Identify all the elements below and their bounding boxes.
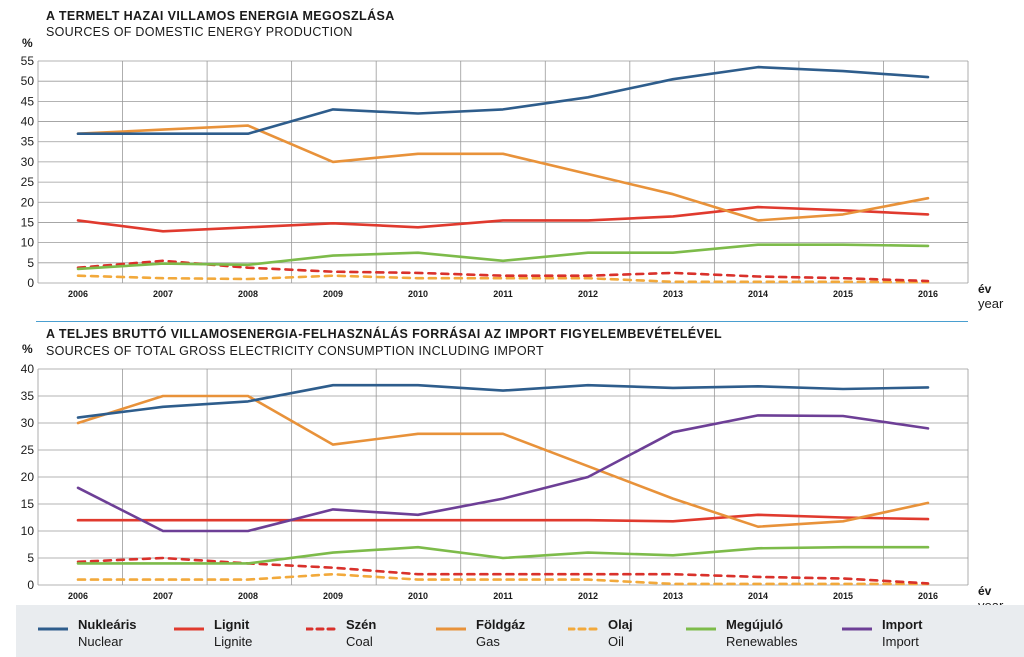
legend-swatch-gas — [434, 620, 468, 631]
legend-label-gas: Földgáz — [476, 617, 526, 632]
chart2-xtick-2014: 2014 — [748, 591, 768, 601]
chart2-ytick-0: 0 — [27, 578, 34, 592]
chart1-xtick-2006: 2006 — [68, 289, 88, 299]
chart1-ytick-0: 0 — [27, 276, 34, 290]
chart1-ytick-50: 50 — [21, 74, 35, 88]
chart1-xtick-2012: 2012 — [578, 289, 598, 299]
legend-swatch-coal — [304, 620, 338, 631]
chart1-ytick-5: 5 — [27, 256, 34, 270]
chart2-title: A TELJES BRUTTÓ VILLAMOSENERGIA-FELHASZN… — [46, 327, 723, 341]
legend-swatch-renewables — [684, 620, 718, 631]
chart1-ytick-10: 10 — [21, 236, 35, 250]
chart2-xtick-2008: 2008 — [238, 591, 258, 601]
chart2-xtick-2012: 2012 — [578, 591, 598, 601]
chart1-ytick-55: 55 — [21, 54, 35, 68]
chart1-ytick-40: 40 — [21, 115, 35, 129]
chart2-subtitle: SOURCES OF TOTAL GROSS ELECTRICITY CONSU… — [46, 344, 544, 358]
chart2-series-renewables — [76, 545, 930, 565]
chart1-plot: 0 5 10 15 20 25 30 35 40 45 50 55 2006 2007 2008 2009 20… — [21, 36, 1004, 311]
chart2-series-oil — [76, 572, 930, 586]
legend-swatch-import — [840, 620, 874, 631]
chart1-xtick-2014: 2014 — [748, 289, 768, 299]
chart2-xtick-2015: 2015 — [833, 591, 853, 601]
chart2-ytick-25: 25 — [21, 443, 35, 457]
chart2-xtick-2010: 2010 — [408, 591, 428, 601]
chart1-xlabel: év — [978, 282, 992, 296]
chart1-xtick-2007: 2007 — [153, 289, 173, 299]
legend-label-lignite: Lignit — [214, 617, 250, 632]
legend-label-en-lignite: Lignite — [214, 634, 253, 649]
chart2-ytick-15: 15 — [21, 497, 35, 511]
chart1-title: A TERMELT HAZAI VILLAMOS ENERGIA MEGOSZL… — [46, 9, 395, 23]
chart2-xlabel: év — [978, 584, 992, 598]
chart2-series-import — [76, 414, 930, 533]
chart1-ytick-15: 15 — [21, 215, 35, 229]
legend-label-en-oil: Oil — [608, 634, 624, 649]
chart2-ytick-20: 20 — [21, 470, 35, 484]
chart1-ylabel: % — [22, 36, 33, 50]
chart2-ytick-10: 10 — [21, 524, 35, 538]
chart1-xtick-2011: 2011 — [493, 289, 513, 299]
chart1-ytick-30: 30 — [21, 155, 35, 169]
chart1-xtick-2010: 2010 — [408, 289, 428, 299]
chart1-xlabel-en: year — [978, 296, 1004, 311]
chart1-series-gas — [76, 124, 930, 222]
chart2-xtick-2016: 2016 — [918, 591, 938, 601]
chart1-ytick-20: 20 — [21, 195, 35, 209]
legend-label-coal: Szén — [346, 617, 377, 632]
legend-label-import: Import — [882, 617, 923, 632]
chart1-series-nuclear — [76, 65, 930, 135]
chart1-ytick-45: 45 — [21, 94, 35, 108]
chart2-series-nuclear — [76, 383, 930, 419]
legend: Nukleáris Nuclear Lignit Lignite Szén Co… — [16, 605, 1024, 657]
legend-label-en-coal: Coal — [346, 634, 373, 649]
chart2-ytick-30: 30 — [21, 416, 35, 430]
chart2-series-coal — [76, 556, 930, 585]
chart2-xtick-2013: 2013 — [663, 591, 683, 601]
chart1-ytick-25: 25 — [21, 175, 35, 189]
chart1-xtick-2015: 2015 — [833, 289, 853, 299]
chart2-xtick-2006: 2006 — [68, 591, 88, 601]
chart1-xtick-2016: 2016 — [918, 289, 938, 299]
chart2-xtick-2007: 2007 — [153, 591, 173, 601]
chart2-ylabel: % — [22, 342, 33, 356]
section-divider — [36, 321, 968, 322]
chart1-series-renewables — [76, 243, 930, 271]
chart2-ytick-35: 35 — [21, 389, 35, 403]
legend-label-nuclear: Nukleáris — [78, 617, 137, 632]
chart2-xtick-2009: 2009 — [323, 591, 343, 601]
chart1-subtitle: SOURCES OF DOMESTIC ENERGY PRODUCTION — [46, 25, 353, 39]
chart1-xtick-2008: 2008 — [238, 289, 258, 299]
chart1-xtick-2013: 2013 — [663, 289, 683, 299]
legend-swatch-nuclear — [36, 620, 70, 631]
legend-label-en-gas: Gas — [476, 634, 500, 649]
legend-label-en-nuclear: Nuclear — [78, 634, 123, 649]
legend-label-oil: Olaj — [608, 617, 633, 632]
chart2-series-lignite — [76, 513, 930, 523]
legend-swatch-oil — [566, 620, 600, 631]
chart1-ytick-35: 35 — [21, 135, 35, 149]
legend-label-en-renewables: Renewables — [726, 634, 798, 649]
chart2-ytick-5: 5 — [27, 551, 34, 565]
legend-swatch-lignite — [172, 620, 206, 631]
chart1-series-oil — [76, 274, 930, 284]
legend-label-renewables: Megújuló — [726, 617, 784, 632]
legend-label-en-import: Import — [882, 634, 919, 649]
chart2-series-gas — [76, 394, 930, 529]
chart1-series-lignite — [76, 205, 930, 233]
chart1-xtick-2009: 2009 — [323, 289, 343, 299]
chart2-xtick-2011: 2011 — [493, 591, 513, 601]
chart2-ytick-40: 40 — [21, 362, 35, 376]
chart2-plot: 0 5 10 15 20 25 30 35 40 2006 2007 2008 2009 2010 2011… — [21, 342, 1004, 613]
